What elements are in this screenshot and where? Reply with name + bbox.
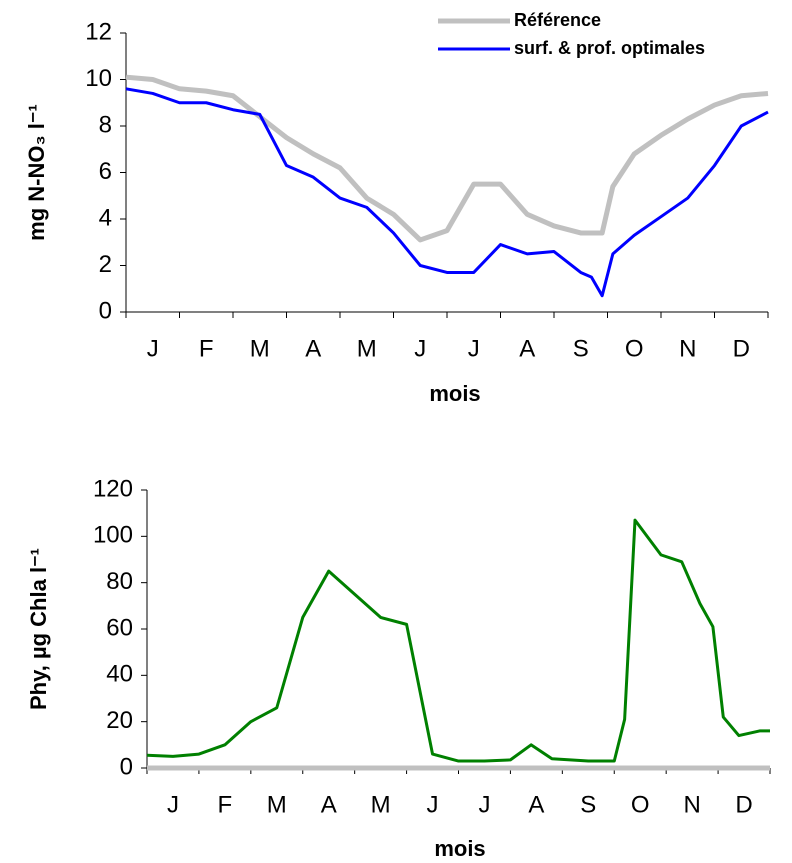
y-tick-label: 0: [99, 297, 112, 324]
x-tick-label: S: [573, 335, 589, 362]
y-tick-label: 10: [85, 65, 112, 92]
legend-label: surf. & prof. optimales: [514, 38, 705, 58]
x-tick-label: M: [267, 791, 287, 818]
x-tick-label: M: [357, 335, 377, 362]
x-tick-label: D: [735, 791, 752, 818]
y-tick-label: 6: [99, 158, 112, 185]
x-tick-label: N: [679, 335, 696, 362]
legend-label: Référence: [514, 10, 601, 30]
y-tick-label: 2: [99, 251, 112, 278]
y-tick-label: 20: [106, 707, 133, 734]
x-tick-label: A: [321, 791, 337, 818]
x-tick-label: N: [683, 791, 700, 818]
x-axis-label: mois: [429, 381, 480, 406]
x-tick-label: J: [468, 335, 480, 362]
x-tick-label: J: [414, 335, 426, 362]
y-axis-label: mg N-NO₃ l⁻¹: [24, 104, 49, 241]
y-tick-label: 40: [106, 661, 133, 688]
x-tick-label: F: [199, 335, 214, 362]
y-tick-label: 12: [85, 18, 112, 45]
y-tick-label: 60: [106, 614, 133, 641]
x-tick-label: M: [250, 335, 270, 362]
x-tick-label: F: [218, 791, 233, 818]
y-tick-label: 120: [93, 475, 133, 502]
x-tick-label: M: [371, 791, 391, 818]
x-tick-label: D: [733, 335, 750, 362]
x-tick-label: J: [167, 791, 179, 818]
data-line: [125, 87, 769, 298]
y-tick-label: 0: [120, 753, 133, 780]
y-axis-label: Phy, µg Chla l⁻¹: [26, 548, 51, 710]
data-line: [125, 74, 769, 243]
x-tick-label: A: [528, 791, 544, 818]
data-line: [146, 518, 770, 763]
x-tick-label: O: [625, 335, 644, 362]
x-tick-label: J: [147, 335, 159, 362]
y-tick-label: 4: [99, 204, 112, 231]
y-tick-label: 100: [93, 522, 133, 549]
x-tick-label: A: [305, 335, 321, 362]
x-tick-label: J: [478, 791, 490, 818]
x-tick-label: S: [580, 791, 596, 818]
y-tick-label: 8: [99, 111, 112, 138]
x-tick-label: O: [631, 791, 650, 818]
x-tick-label: J: [427, 791, 439, 818]
x-axis-label: mois: [434, 836, 485, 861]
y-tick-label: 80: [106, 568, 133, 595]
x-tick-label: A: [519, 335, 535, 362]
